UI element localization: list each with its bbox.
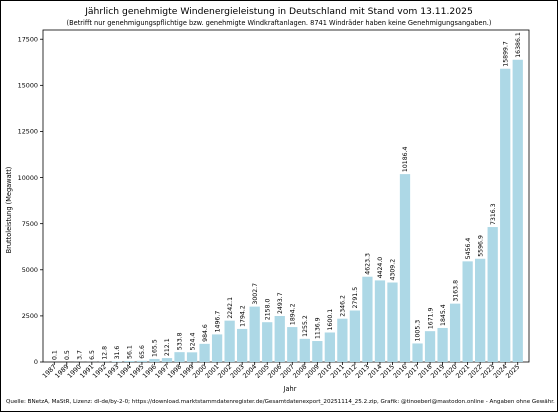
plot-area: 0250050007500100001250015000175000.11987… <box>18 29 530 380</box>
y-tick-label: 17500 <box>18 35 38 43</box>
bar-value-label: 1845.4 <box>440 304 447 326</box>
y-tick-label: 2500 <box>22 312 38 320</box>
bar <box>224 320 235 362</box>
y-axis-label: Bruttoleistung (Megawatt) <box>5 167 13 254</box>
bar-value-label: 165.5 <box>152 339 159 357</box>
bar-value-label: 2242.1 <box>227 297 234 319</box>
bar <box>424 331 436 362</box>
bar-value-label: 524.4 <box>189 333 196 351</box>
bar <box>186 352 198 362</box>
bar-value-label: 1136.9 <box>315 317 322 339</box>
bar <box>211 334 223 362</box>
y-tick-label: 10000 <box>18 174 38 182</box>
y-tick-label: 5000 <box>22 266 38 274</box>
bar-value-label: 1255.2 <box>302 315 309 337</box>
bar-value-label: 2791.5 <box>352 287 359 309</box>
bar-value-label: 56.1 <box>127 345 134 359</box>
bar <box>237 328 248 362</box>
bar <box>161 358 173 362</box>
bar <box>387 282 398 362</box>
y-tick-label: 12500 <box>18 128 38 136</box>
x-axis-label: Jahr <box>283 385 297 393</box>
bar <box>487 227 498 362</box>
bar-value-label: 5596.9 <box>477 235 484 257</box>
bar-value-label: 1894.2 <box>289 303 296 325</box>
y-tick-label: 15000 <box>18 82 38 90</box>
bar-value-label: 65.6 <box>139 345 146 359</box>
bar-value-label: 15899.7 <box>502 41 509 67</box>
bar-value-label: 2158.0 <box>264 298 271 320</box>
bar-value-label: 4623.3 <box>365 253 372 275</box>
bar-value-label: 1794.2 <box>239 305 246 327</box>
bar <box>324 332 335 362</box>
bar-value-label: 1496.7 <box>214 311 221 333</box>
chart-subtitle: (Betrifft nur genehmigungspflichtige bzw… <box>66 19 492 27</box>
bar-value-label: 1671.9 <box>427 307 434 329</box>
bar <box>399 174 411 362</box>
bar-value-label: 10186.4 <box>402 146 409 172</box>
bar-value-label: 0.1 <box>51 350 58 360</box>
plot-border <box>42 29 530 363</box>
bar-value-label: 3.7 <box>77 350 84 360</box>
bar <box>512 59 523 363</box>
bar <box>412 343 423 362</box>
source-footer: Quelle: BNetzA, MaStR, Lizenz: dl-de/by-… <box>6 399 555 405</box>
bar <box>174 352 185 362</box>
bar-value-label: 984.6 <box>202 324 209 342</box>
bar <box>136 360 148 362</box>
bar <box>287 327 298 362</box>
bar <box>374 280 386 362</box>
bar <box>475 258 486 362</box>
bar-value-label: 3002.7 <box>252 283 259 305</box>
y-tick-label: 7500 <box>22 220 38 228</box>
bar-value-label: 1600.1 <box>327 309 334 331</box>
bar <box>349 310 361 362</box>
bar <box>199 343 210 362</box>
bar <box>449 303 461 362</box>
bar <box>462 261 473 362</box>
bar-value-label: 4309.2 <box>390 259 397 281</box>
bar-value-label: 6.5 <box>89 350 96 360</box>
bar <box>124 360 135 362</box>
x-tick-label: 2025 <box>504 363 521 380</box>
bar-value-label: 12.8 <box>102 346 109 360</box>
bar-value-label: 0.5 <box>64 350 71 360</box>
bar <box>149 358 160 362</box>
bar-value-label: 1005.3 <box>415 320 422 342</box>
bar <box>274 316 285 362</box>
bar <box>437 327 448 362</box>
bar-value-label: 31.6 <box>114 346 121 360</box>
y-tick-label: 0 <box>34 358 38 366</box>
bar <box>500 68 511 363</box>
bar-value-label: 2493.7 <box>277 292 284 314</box>
bar <box>312 341 323 362</box>
bar-value-label: 16386.1 <box>515 32 522 58</box>
bar-value-label: 533.8 <box>177 332 184 350</box>
bar <box>249 306 260 362</box>
bar <box>337 318 348 362</box>
chart-title: Jährlich genehmigte Windenergieleistung … <box>85 6 473 17</box>
bar-value-label: 7316.3 <box>490 203 497 225</box>
bar <box>299 338 310 362</box>
bar-value-label: 2346.2 <box>340 295 347 317</box>
bar <box>362 276 373 362</box>
bar-value-label: 212.1 <box>164 338 171 356</box>
bar <box>111 361 123 362</box>
bar-value-label: 3163.8 <box>452 280 459 302</box>
bar-value-label: 5456.4 <box>465 238 472 260</box>
bar <box>262 322 273 362</box>
bar-value-label: 4424.0 <box>377 257 384 279</box>
